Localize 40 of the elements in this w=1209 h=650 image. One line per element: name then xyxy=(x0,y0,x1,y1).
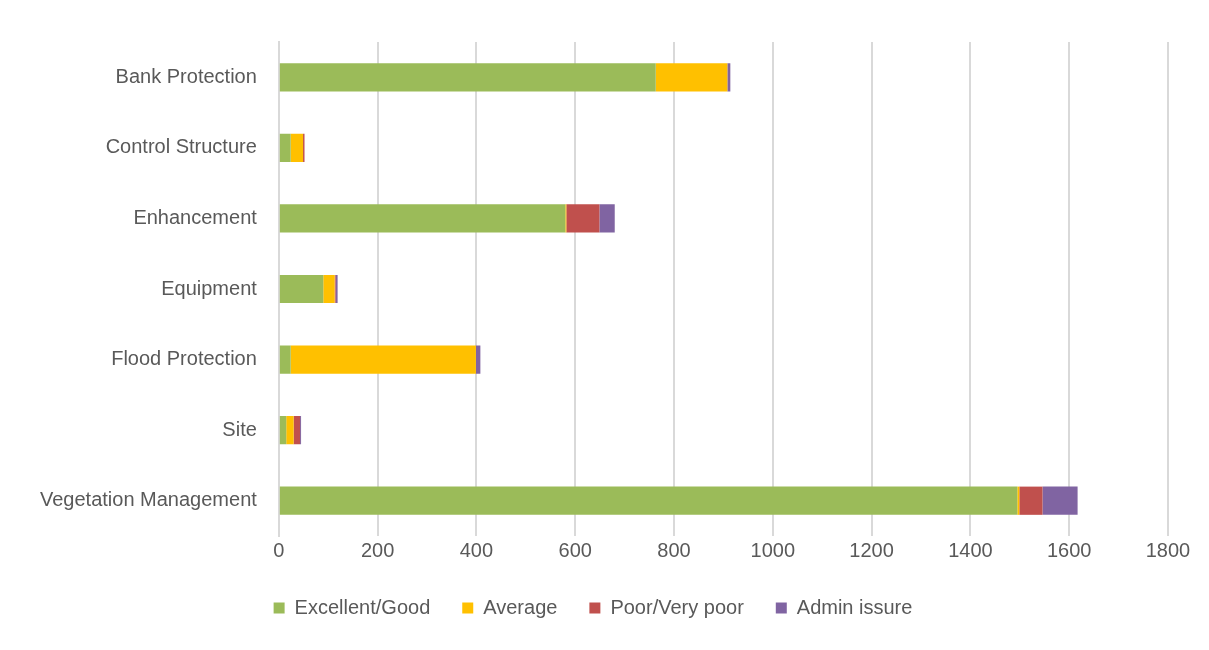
bar xyxy=(290,345,476,374)
x-tick-label: 1600 xyxy=(1046,538,1092,561)
bar xyxy=(566,204,600,233)
x-tick-label: 1200 xyxy=(849,538,894,561)
bar xyxy=(279,63,656,92)
bar xyxy=(286,416,294,445)
y-tick-label: Enhancement xyxy=(133,205,258,228)
y-tick-label: Flood Protection xyxy=(111,347,257,370)
legend-label: Excellent/Good xyxy=(294,595,431,618)
x-tick-label: 200 xyxy=(360,538,395,561)
bar xyxy=(290,133,304,162)
bar xyxy=(1042,486,1078,515)
x-tick-label: 400 xyxy=(459,538,494,561)
x-tick-label: 800 xyxy=(657,538,691,561)
legend-label: Admin issure xyxy=(796,595,913,618)
x-tick-label: 1000 xyxy=(750,538,796,561)
x-tick-label: 1400 xyxy=(948,538,993,561)
bar xyxy=(293,416,301,445)
bar xyxy=(599,204,615,233)
bar xyxy=(1019,486,1043,515)
bar xyxy=(475,345,481,374)
bar xyxy=(279,416,287,445)
bar xyxy=(279,486,1018,515)
legend-label: Poor/Very poor xyxy=(610,595,745,618)
bar xyxy=(655,63,728,92)
bar xyxy=(279,133,291,162)
bar xyxy=(727,63,731,92)
legend-label: Average xyxy=(483,595,558,618)
x-tick-label: 1800 xyxy=(1145,538,1191,561)
y-tick-label: Bank Protection xyxy=(115,64,257,87)
bar xyxy=(279,204,566,233)
x-tick-label: 600 xyxy=(558,538,592,561)
bar xyxy=(279,274,324,304)
bar xyxy=(279,345,291,374)
y-tick-label: Control Structure xyxy=(105,135,257,158)
x-tick-label: 0 xyxy=(273,538,285,561)
y-tick-label: Site xyxy=(222,417,257,440)
bar xyxy=(323,274,335,304)
y-tick-label: Equipment xyxy=(161,276,258,299)
y-tick-label: Vegetation Management xyxy=(40,488,258,511)
